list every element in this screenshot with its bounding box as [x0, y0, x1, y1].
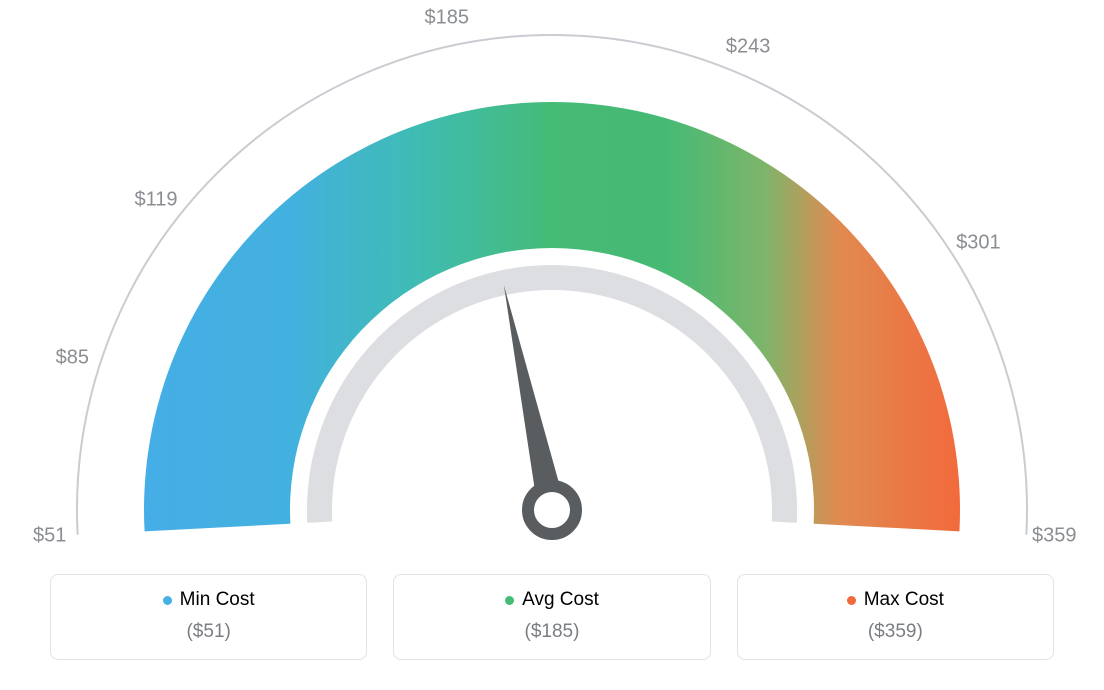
- legend-card-max: Max Cost ($359): [737, 574, 1054, 660]
- gauge-tick: [111, 371, 153, 384]
- gauge-needle: [504, 285, 566, 513]
- gauge-tick: [948, 325, 975, 337]
- gauge-tick: [90, 490, 120, 491]
- gauge-tick: [129, 325, 156, 337]
- legend-value: ($51): [63, 621, 354, 643]
- scale-label: $185: [425, 7, 470, 30]
- scale-label: $301: [956, 232, 1001, 255]
- gauge-tick: [279, 137, 297, 161]
- gauge-tick: [875, 203, 897, 223]
- gauge-tick: [188, 225, 223, 252]
- legend-label: Avg Cost: [522, 589, 599, 611]
- legend-value: ($185): [406, 621, 697, 643]
- gauge-tick: [825, 152, 844, 175]
- legend-label: Max Cost: [864, 589, 944, 611]
- gauge-svg: [0, 0, 1104, 560]
- dot-icon: [163, 596, 172, 605]
- gauge-tick: [341, 99, 355, 126]
- legend-card-min: Min Cost ($51): [50, 574, 367, 660]
- scale-label: $51: [33, 525, 66, 548]
- dot-icon: [505, 596, 514, 605]
- gauge-tick: [91, 532, 135, 534]
- gauge-needle-hub: [528, 486, 576, 534]
- gauge-tick: [455, 58, 464, 101]
- legend-label: Min Cost: [180, 589, 255, 611]
- gauge-tick: [982, 466, 1012, 469]
- gauge-area: $51 $85 $119 $185 $243 $301 $359: [0, 0, 1104, 560]
- dot-icon: [847, 596, 856, 605]
- cost-gauge-chart: $51 $85 $119 $185 $243 $301 $359 Min Cost ($51…: [0, 0, 1104, 690]
- legend-value: ($359): [750, 621, 1041, 643]
- gauge-tick: [575, 49, 577, 79]
- gauge-tick: [95, 442, 125, 446]
- gauge-tick: [769, 111, 784, 137]
- scale-label: $359: [1032, 525, 1077, 548]
- legend-row: Min Cost ($51) Avg Cost ($185) Max Cost …: [50, 574, 1054, 660]
- gauge-tick: [163, 261, 188, 277]
- gauge-tick: [224, 185, 245, 206]
- gauge-tick: [906, 265, 943, 288]
- legend-card-avg: Avg Cost ($185): [393, 574, 710, 660]
- legend-title-min: Min Cost: [163, 589, 255, 611]
- scale-label: $243: [726, 35, 771, 58]
- legend-title-max: Max Cost: [847, 589, 944, 611]
- gauge-tick: [642, 58, 648, 87]
- gauge-tick: [970, 394, 999, 402]
- legend-title-avg: Avg Cost: [505, 589, 599, 611]
- gauge-tick: [715, 85, 732, 126]
- scale-label: $119: [134, 188, 177, 211]
- scale-label: $85: [56, 347, 89, 370]
- gauge-tick: [969, 532, 1013, 534]
- gauge-tick: [408, 71, 417, 100]
- gauge-tick: [503, 51, 506, 81]
